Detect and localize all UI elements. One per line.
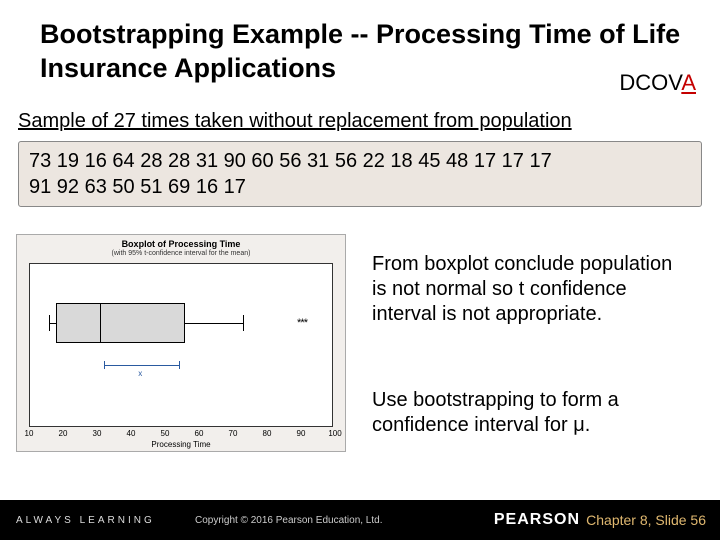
slide-title: Bootstrapping Example -- Processing Time… (40, 18, 690, 86)
conclusion-text-1: From boxplot conclude population is not … (372, 252, 692, 327)
chart-title: Boxplot of Processing Time (17, 239, 345, 249)
data-values-box: 73 19 16 64 28 28 31 90 60 56 31 56 22 1… (18, 141, 702, 207)
sample-subtitle: Sample of 27 times taken without replace… (18, 110, 720, 133)
data-row-2: 91 92 63 50 51 69 16 17 (29, 174, 691, 200)
conclusion-text-2: Use bootstrapping to form a confidence i… (372, 388, 692, 438)
boxplot-body: ***x (29, 285, 333, 395)
dcova-highlight: A (681, 70, 696, 95)
chart-subtitle: (with 95% t-confidence interval for the … (17, 250, 345, 257)
boxplot-chart: Boxplot of Processing Time (with 95% t-c… (16, 234, 346, 452)
chapter-slide-label: Chapter 8, Slide 56 (586, 512, 706, 528)
copyright-text: Copyright © 2016 Pearson Education, Ltd. (195, 515, 383, 526)
footer-bar: ALWAYS LEARNING Copyright © 2016 Pearson… (0, 500, 720, 540)
dcova-label: DCOVA (619, 70, 696, 96)
always-learning-label: ALWAYS LEARNING (16, 515, 155, 526)
dcova-prefix: DCOV (619, 70, 681, 95)
data-row-1: 73 19 16 64 28 28 31 90 60 56 31 56 22 1… (29, 148, 691, 174)
x-axis-label: Processing Time (17, 440, 345, 449)
pearson-brand: PEARSON (494, 511, 580, 529)
